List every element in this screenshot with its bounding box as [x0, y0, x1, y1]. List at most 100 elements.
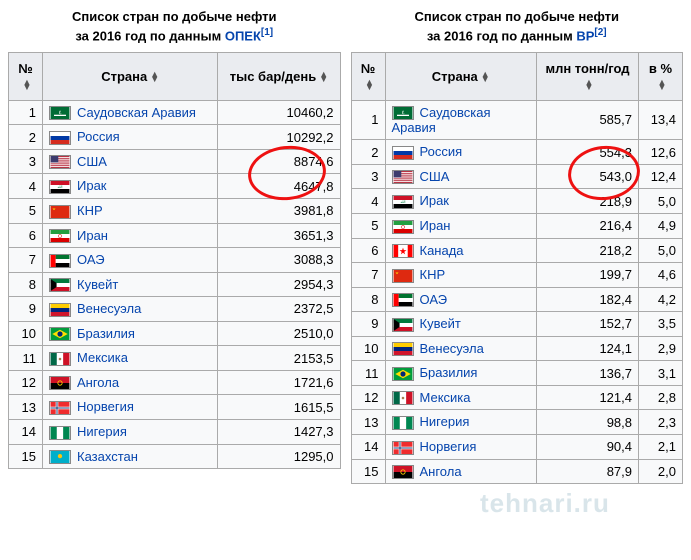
- country-link[interactable]: ОАЭ: [77, 252, 105, 267]
- country-link[interactable]: Венесуэла: [77, 301, 141, 316]
- country-link[interactable]: Казахстан: [77, 449, 138, 464]
- pct-cell: 13,4: [639, 100, 683, 140]
- country-link[interactable]: Кувейт: [420, 316, 461, 331]
- country-link[interactable]: США: [77, 154, 107, 169]
- rank-cell: 3: [351, 164, 385, 189]
- table-row: 12Мексика121,42,8: [351, 385, 683, 410]
- right-title-line1: Список стран по добыче нефти: [414, 9, 619, 24]
- table-row: 11Бразилия136,73,1: [351, 361, 683, 386]
- flag-icon: [392, 269, 414, 283]
- rank-cell: 9: [9, 297, 43, 322]
- flag-icon: [49, 155, 71, 169]
- left-title-sup[interactable]: [1]: [261, 27, 273, 38]
- sort-icon: [23, 80, 32, 90]
- country-cell: Ангола: [43, 370, 218, 395]
- country-cell: ОАЭ: [43, 248, 218, 273]
- sort-icon: [658, 80, 667, 90]
- value-cell: 3651,3: [218, 223, 340, 248]
- flag-icon: [392, 220, 414, 234]
- left-th-country[interactable]: Страна: [43, 52, 218, 100]
- country-link[interactable]: Россия: [77, 129, 120, 144]
- pct-cell: 2,9: [639, 336, 683, 361]
- right-th-pct[interactable]: в %: [639, 52, 683, 100]
- country-link[interactable]: Норвегия: [77, 399, 134, 414]
- country-cell: КНР: [385, 263, 536, 288]
- table-row: 12Ангола1721,6: [9, 370, 341, 395]
- left-th-value-label: тыс бар/день: [230, 69, 316, 84]
- country-link[interactable]: Россия: [420, 144, 463, 159]
- country-cell: Нигерия: [385, 410, 536, 435]
- rank-cell: 14: [9, 420, 43, 445]
- country-link[interactable]: Иран: [420, 218, 451, 233]
- country-link[interactable]: Ирак: [77, 178, 107, 193]
- rank-cell: 10: [351, 336, 385, 361]
- country-link[interactable]: Ирак: [420, 193, 450, 208]
- value-cell: 124,1: [536, 336, 638, 361]
- country-link[interactable]: Мексика: [77, 350, 128, 365]
- country-link[interactable]: Венесуэла: [420, 341, 484, 356]
- left-th-value[interactable]: тыс бар/день: [218, 52, 340, 100]
- country-link[interactable]: США: [420, 169, 450, 184]
- country-link[interactable]: Ангола: [420, 464, 462, 479]
- country-cell: США: [385, 164, 536, 189]
- country-link[interactable]: Бразилия: [420, 365, 478, 380]
- pct-cell: 2,0: [639, 459, 683, 484]
- svg-text:الله: الله: [58, 185, 63, 189]
- country-link[interactable]: Норвегия: [420, 439, 477, 454]
- svg-text:الله: الله: [400, 200, 405, 204]
- flag-icon: [49, 254, 71, 268]
- left-title-link[interactable]: ОПЕК: [225, 29, 261, 44]
- country-cell: КНР: [43, 198, 218, 223]
- left-th-country-label: Страна: [101, 69, 147, 84]
- rank-cell: 7: [9, 248, 43, 273]
- value-cell: 90,4: [536, 435, 638, 460]
- right-th-pct-label: в %: [649, 61, 672, 76]
- country-link[interactable]: Нигерия: [420, 414, 470, 429]
- country-cell: الله Ирак: [43, 174, 218, 199]
- right-title-link[interactable]: BP: [576, 29, 594, 44]
- flag-icon: [392, 441, 414, 455]
- rank-cell: 8: [9, 272, 43, 297]
- left-th-rank[interactable]: №: [9, 52, 43, 100]
- country-link[interactable]: КНР: [420, 267, 446, 282]
- country-cell: Канада: [385, 238, 536, 263]
- country-link[interactable]: Нигерия: [77, 424, 127, 439]
- country-cell: Россия: [43, 125, 218, 150]
- country-link[interactable]: Иран: [77, 228, 108, 243]
- right-th-value[interactable]: млн тонн/год: [536, 52, 638, 100]
- rank-cell: 2: [9, 125, 43, 150]
- right-th-rank[interactable]: №: [351, 52, 385, 100]
- rank-cell: 14: [351, 435, 385, 460]
- flag-icon: [392, 170, 414, 184]
- flag-icon: [392, 367, 414, 381]
- country-link[interactable]: Мексика: [420, 390, 471, 405]
- value-cell: 585,7: [536, 100, 638, 140]
- value-cell: 1615,5: [218, 395, 340, 420]
- table-row: 14Нигерия1427,3: [9, 420, 341, 445]
- right-th-country[interactable]: Страна: [385, 52, 536, 100]
- flag-icon: [392, 342, 414, 356]
- pct-cell: 5,0: [639, 189, 683, 214]
- table-row: 2Россия554,312,6: [351, 140, 683, 165]
- table-row: 6Иран3651,3: [9, 223, 341, 248]
- value-cell: 2954,3: [218, 272, 340, 297]
- right-title-sup[interactable]: [2]: [594, 27, 606, 38]
- value-cell: 182,4: [536, 287, 638, 312]
- value-cell: 152,7: [536, 312, 638, 337]
- country-link[interactable]: Ангола: [77, 375, 119, 390]
- country-cell: Кувейт: [385, 312, 536, 337]
- value-cell: 199,7: [536, 263, 638, 288]
- pct-cell: 12,6: [639, 140, 683, 165]
- country-link[interactable]: Саудовская Аравия: [77, 105, 196, 120]
- country-link[interactable]: Кувейт: [77, 277, 118, 292]
- value-cell: 4647,8: [218, 174, 340, 199]
- left-th-rank-label: №: [18, 61, 33, 76]
- pct-cell: 12,4: [639, 164, 683, 189]
- country-link[interactable]: Бразилия: [77, 326, 135, 341]
- flag-icon: [49, 352, 71, 366]
- left-title-line2-prefix: за 2016 год по данным: [75, 29, 224, 44]
- country-link[interactable]: Канада: [420, 243, 464, 258]
- value-cell: 218,2: [536, 238, 638, 263]
- country-link[interactable]: ОАЭ: [420, 292, 448, 307]
- country-link[interactable]: КНР: [77, 203, 103, 218]
